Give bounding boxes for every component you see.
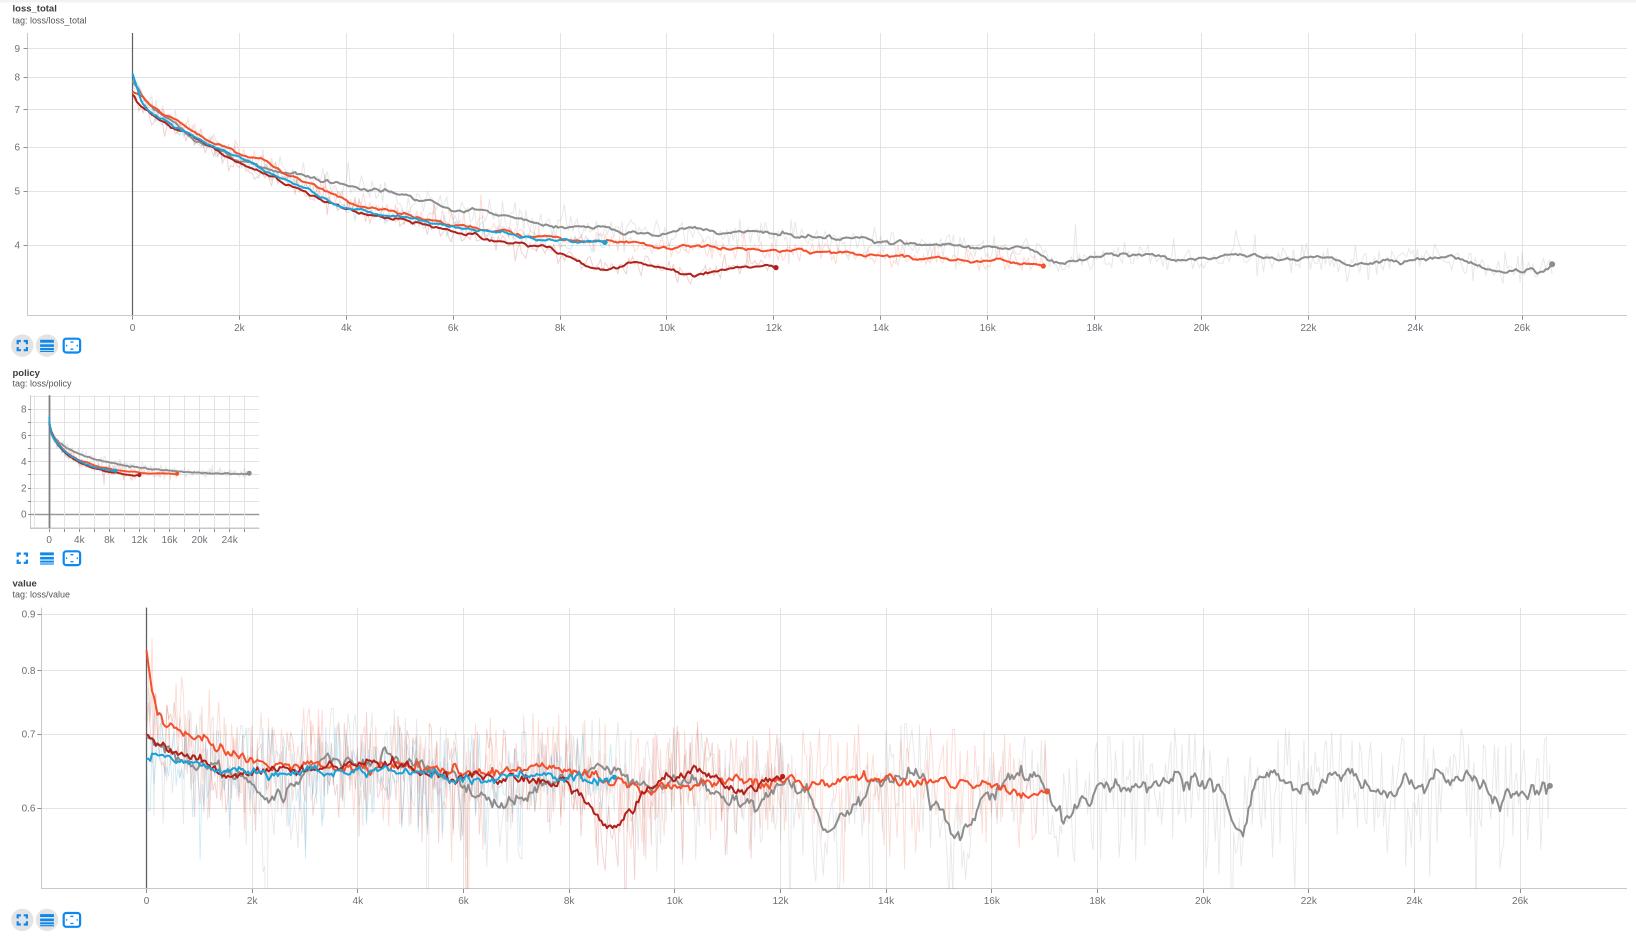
svg-text:9: 9 xyxy=(14,44,20,55)
svg-text:20k: 20k xyxy=(1193,323,1210,334)
svg-text:loss_total: loss_total xyxy=(13,4,57,15)
svg-text:12k: 12k xyxy=(131,535,148,546)
svg-text:4k: 4k xyxy=(74,535,86,546)
svg-text:policy: policy xyxy=(13,368,41,379)
svg-text:4k: 4k xyxy=(341,323,353,334)
svg-text:5: 5 xyxy=(14,186,20,197)
svg-text:6: 6 xyxy=(21,431,27,442)
svg-text:18k: 18k xyxy=(1089,896,1106,907)
svg-text:0: 0 xyxy=(46,535,52,546)
svg-text:0.7: 0.7 xyxy=(22,730,36,741)
svg-text:10k: 10k xyxy=(659,323,676,334)
svg-text:tag: loss/policy: tag: loss/policy xyxy=(13,378,73,388)
svg-text:0.6: 0.6 xyxy=(22,803,36,814)
svg-text:4k: 4k xyxy=(353,896,365,907)
svg-text:tag: loss/value: tag: loss/value xyxy=(13,589,71,599)
svg-text:14k: 14k xyxy=(878,896,895,907)
svg-text:20k: 20k xyxy=(192,535,209,546)
svg-text:6k: 6k xyxy=(458,896,470,907)
svg-text:7: 7 xyxy=(14,105,20,116)
svg-text:26k: 26k xyxy=(1512,896,1529,907)
svg-text:0.9: 0.9 xyxy=(22,610,36,621)
svg-text:2: 2 xyxy=(21,483,27,494)
svg-text:8k: 8k xyxy=(555,323,567,334)
svg-text:6: 6 xyxy=(14,142,20,153)
svg-text:0: 0 xyxy=(144,896,150,907)
svg-text:8: 8 xyxy=(14,73,20,84)
svg-text:24k: 24k xyxy=(222,535,239,546)
svg-text:4: 4 xyxy=(21,457,27,468)
svg-text:0: 0 xyxy=(21,510,27,521)
svg-text:value: value xyxy=(13,579,37,590)
svg-text:14k: 14k xyxy=(873,323,890,334)
svg-text:16k: 16k xyxy=(984,896,1001,907)
svg-text:2k: 2k xyxy=(247,896,259,907)
svg-text:10k: 10k xyxy=(667,896,684,907)
svg-text:8: 8 xyxy=(21,405,27,416)
svg-text:16k: 16k xyxy=(161,535,178,546)
svg-text:24k: 24k xyxy=(1407,323,1424,334)
svg-text:tag: loss/loss_total: tag: loss/loss_total xyxy=(13,15,87,25)
svg-text:2k: 2k xyxy=(234,323,246,334)
svg-text:18k: 18k xyxy=(1087,323,1104,334)
svg-text:22k: 22k xyxy=(1300,323,1317,334)
svg-text:24k: 24k xyxy=(1406,896,1423,907)
svg-text:8k: 8k xyxy=(104,535,116,546)
svg-text:12k: 12k xyxy=(766,323,783,334)
svg-text:4: 4 xyxy=(14,240,20,251)
svg-text:0.8: 0.8 xyxy=(22,666,36,677)
svg-text:22k: 22k xyxy=(1301,896,1318,907)
svg-text:26k: 26k xyxy=(1514,323,1531,334)
svg-text:16k: 16k xyxy=(980,323,997,334)
svg-text:0: 0 xyxy=(130,323,136,334)
svg-text:20k: 20k xyxy=(1195,896,1212,907)
svg-text:12k: 12k xyxy=(772,896,789,907)
svg-text:6k: 6k xyxy=(448,323,460,334)
svg-text:8k: 8k xyxy=(564,896,576,907)
